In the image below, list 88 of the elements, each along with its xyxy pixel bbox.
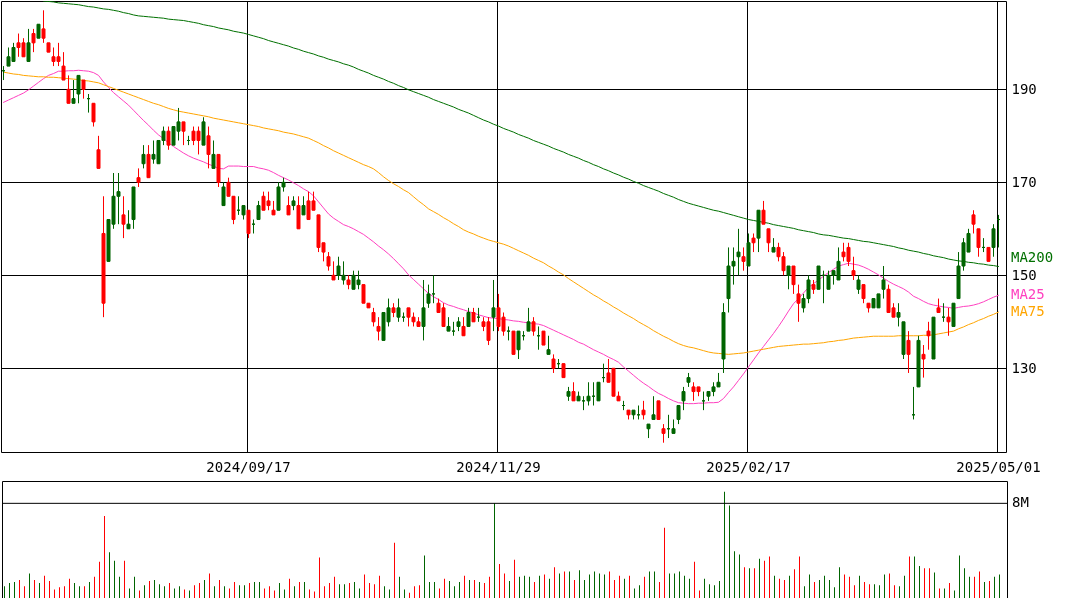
candlestick bbox=[746, 232, 751, 267]
candlestick bbox=[786, 265, 791, 290]
series-label: MA25 bbox=[1011, 286, 1045, 303]
candlestick bbox=[511, 330, 516, 355]
candlestick bbox=[971, 209, 976, 234]
candlestick bbox=[126, 209, 131, 230]
candlestick bbox=[96, 135, 101, 169]
candlestick bbox=[681, 386, 686, 411]
candlestick bbox=[976, 228, 981, 258]
candlestick bbox=[516, 330, 521, 360]
candlestick bbox=[526, 307, 531, 332]
candlestick bbox=[286, 195, 291, 216]
candlestick bbox=[61, 51, 66, 81]
candlestick bbox=[136, 167, 141, 188]
series-label: MA75 bbox=[1011, 303, 1045, 320]
candlestick bbox=[211, 139, 216, 169]
candlestick bbox=[66, 74, 71, 104]
candlestick bbox=[371, 307, 376, 327]
candlestick bbox=[701, 391, 706, 411]
x-tick-label: 2025/05/01 bbox=[956, 458, 1041, 475]
y-tick-label: 130 bbox=[1011, 359, 1037, 376]
candlestick bbox=[856, 274, 861, 295]
candlestick bbox=[141, 144, 146, 169]
candlestick bbox=[421, 279, 426, 341]
candlestick bbox=[201, 116, 206, 146]
candlestick bbox=[921, 344, 926, 379]
y-tick-label: 190 bbox=[1011, 80, 1037, 97]
candlestick bbox=[546, 335, 551, 355]
candlestick bbox=[761, 200, 766, 225]
candlestick bbox=[736, 228, 741, 276]
candlestick bbox=[461, 316, 466, 337]
candlestick bbox=[991, 223, 996, 258]
candlestick bbox=[121, 195, 126, 239]
candlestick bbox=[426, 284, 431, 309]
candlestick bbox=[926, 321, 931, 351]
x-tick-label: 2024/09/17 bbox=[206, 458, 291, 475]
candlestick bbox=[861, 284, 866, 304]
candlestick bbox=[851, 256, 856, 281]
candlestick bbox=[651, 395, 656, 420]
candlestick bbox=[596, 381, 601, 402]
candlestick bbox=[816, 265, 821, 290]
x-tick-label: 2025/02/17 bbox=[706, 458, 791, 475]
candlestick bbox=[796, 284, 801, 323]
candlestick bbox=[656, 400, 661, 420]
candlestick bbox=[571, 381, 576, 402]
candlestick bbox=[951, 302, 956, 327]
candlestick bbox=[676, 405, 681, 425]
candlestick bbox=[881, 265, 886, 300]
candlestick bbox=[221, 181, 226, 207]
line-series bbox=[43, 1, 999, 267]
candlestick bbox=[256, 200, 261, 221]
y-tick-label: 170 bbox=[1011, 173, 1037, 190]
candlestick bbox=[741, 246, 746, 272]
candlestick bbox=[551, 353, 556, 374]
candlestick bbox=[206, 126, 211, 169]
candlestick bbox=[26, 28, 31, 62]
candlestick bbox=[466, 307, 471, 327]
candlestick bbox=[586, 381, 591, 407]
candlestick bbox=[91, 102, 96, 128]
candlestick bbox=[71, 79, 76, 104]
candlestick bbox=[41, 9, 46, 44]
candlestick bbox=[661, 423, 666, 444]
x-tick-label: 2024/11/29 bbox=[456, 458, 541, 475]
candlestick bbox=[166, 126, 171, 151]
candlestick bbox=[376, 316, 381, 341]
candlestick bbox=[766, 228, 771, 253]
candlestick bbox=[531, 316, 536, 337]
candlestick bbox=[396, 298, 401, 323]
candlestick bbox=[641, 400, 646, 420]
ref-line-label: 8M bbox=[1012, 494, 1029, 511]
candlestick bbox=[31, 28, 36, 53]
candlestick bbox=[181, 121, 186, 146]
candlestick bbox=[946, 307, 951, 337]
candlestick bbox=[491, 279, 496, 332]
series-label: MA200 bbox=[1011, 249, 1054, 266]
candlestick bbox=[81, 79, 86, 100]
y-tick-label: 150 bbox=[1011, 266, 1037, 283]
candlestick bbox=[906, 330, 911, 374]
candlestick bbox=[246, 209, 251, 239]
candlestick bbox=[791, 265, 796, 295]
candlestick bbox=[76, 74, 81, 104]
candlestick bbox=[896, 302, 901, 327]
candlestick bbox=[331, 260, 336, 281]
candlestick bbox=[296, 195, 301, 230]
candlestick bbox=[751, 232, 756, 253]
candlestick bbox=[301, 195, 306, 216]
candlestick bbox=[326, 251, 331, 272]
candlestick bbox=[146, 144, 151, 179]
